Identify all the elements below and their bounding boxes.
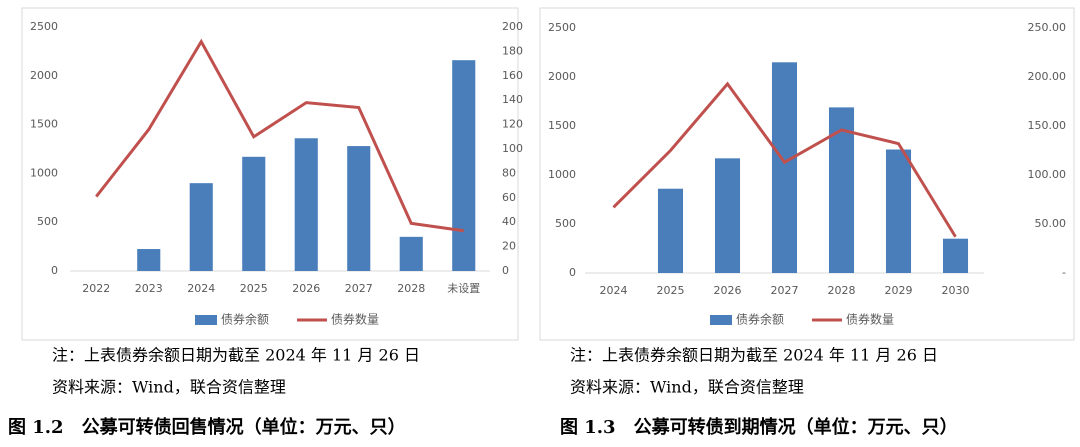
y2-tick-label: 40 — [502, 215, 516, 228]
x-tick-label: 2026 — [714, 284, 742, 297]
bar — [657, 188, 684, 273]
note: 注：上表债券余额日期为截至 2024 年 11 月 26 日 — [52, 346, 420, 365]
bar — [137, 249, 161, 271]
y-tick-label: 2500 — [30, 20, 58, 33]
y2-tick-label: 0 — [502, 264, 509, 277]
y2-tick-label: 150.00 — [1028, 119, 1067, 132]
y-tick-label: 2000 — [548, 70, 576, 83]
note: 资料来源：Wind，联合资信整理 — [570, 378, 804, 397]
y2-tick-label: 250.00 — [1028, 21, 1067, 34]
legend-label: 债券余额 — [736, 312, 784, 327]
y2-tick-label: 100.00 — [1028, 168, 1067, 181]
x-tick-label: 2024 — [187, 282, 215, 295]
bar — [885, 149, 912, 273]
chart-frame — [539, 7, 1075, 341]
x-tick-label: 2030 — [942, 284, 970, 297]
x-tick-label: 2028 — [397, 282, 425, 295]
y-tick-label: 2000 — [30, 69, 58, 82]
x-tick-label: 2022 — [82, 282, 110, 295]
legend-label: 债券数量 — [846, 312, 894, 327]
y2-tick-label: - — [1062, 266, 1066, 279]
bar — [942, 238, 969, 273]
x-tick-label: 2029 — [885, 284, 913, 297]
y2-tick-label: 160 — [502, 69, 523, 82]
y-tick-label: 1000 — [30, 166, 58, 179]
legend-label: 债券余额 — [221, 312, 269, 327]
caption: 图 1.2 公募可转债回售情况（单位：万元、只） — [8, 416, 406, 438]
x-tick-label: 2027 — [771, 284, 799, 297]
bar — [347, 146, 371, 271]
y2-tick-label: 60 — [502, 191, 516, 204]
y2-tick-label: 100 — [502, 142, 523, 155]
x-tick-label: 2027 — [345, 282, 373, 295]
y-tick-label: 1500 — [30, 118, 58, 131]
y2-tick-label: 120 — [502, 118, 523, 131]
line — [95, 38, 464, 233]
legend-label: 债券数量 — [331, 312, 379, 327]
note: 注：上表债券余额日期为截至 2024 年 11 月 26 日 — [570, 346, 938, 365]
chart-frame — [21, 7, 519, 341]
y2-tick-label: 50.00 — [1035, 217, 1067, 230]
legend-swatch — [710, 315, 732, 325]
y2-tick-label: 180 — [502, 44, 523, 57]
bar — [294, 138, 318, 271]
y-tick-label: 0 — [569, 266, 576, 279]
x-tick-label: 2023 — [135, 282, 163, 295]
y-tick-label: 1500 — [548, 119, 576, 132]
line — [612, 81, 957, 238]
y-tick-label: 500 — [555, 217, 576, 230]
y2-tick-label: 200 — [502, 20, 523, 33]
y2-tick-label: 140 — [502, 93, 523, 106]
y-tick-label: 0 — [51, 264, 58, 277]
x-tick-label: 2025 — [240, 282, 268, 295]
caption: 图 1.3 公募可转债到期情况（单位：万元、只） — [560, 416, 958, 438]
y2-tick-label: 200.00 — [1028, 70, 1067, 83]
y-tick-label: 500 — [37, 215, 58, 228]
bar — [452, 60, 476, 272]
bar — [714, 158, 741, 273]
x-tick-label: 2024 — [600, 284, 628, 297]
x-tick-label: 未设置 — [447, 282, 480, 295]
x-tick-label: 2026 — [292, 282, 320, 295]
x-tick-label: 2025 — [657, 284, 685, 297]
y-tick-label: 2500 — [548, 21, 576, 34]
x-tick-label: 2028 — [828, 284, 856, 297]
bar — [242, 156, 266, 271]
y2-tick-label: 20 — [502, 240, 516, 253]
bar — [189, 183, 213, 271]
bar — [771, 62, 798, 273]
y2-tick-label: 80 — [502, 166, 516, 179]
note: 资料来源：Wind，联合资信整理 — [52, 378, 286, 397]
legend-swatch — [195, 315, 217, 325]
bar — [399, 236, 423, 271]
y-tick-label: 1000 — [548, 168, 576, 181]
